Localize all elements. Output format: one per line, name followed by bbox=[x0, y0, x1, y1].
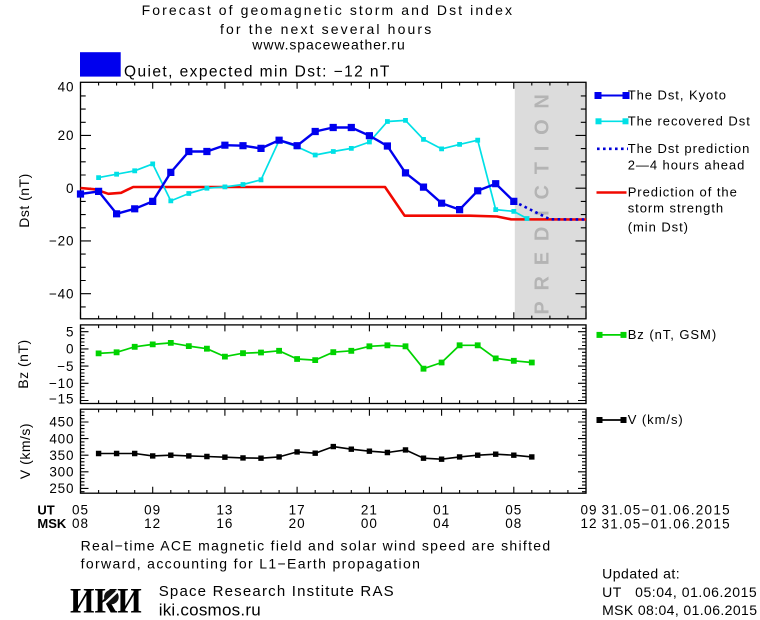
svg-text:12: 12 bbox=[580, 516, 597, 531]
svg-text:−5: −5 bbox=[57, 359, 74, 374]
svg-text:31.05−01.06.2015: 31.05−01.06.2015 bbox=[602, 503, 730, 518]
svg-text:−20: −20 bbox=[49, 234, 74, 249]
svg-text:−10: −10 bbox=[49, 376, 74, 391]
svg-text:40: 40 bbox=[58, 79, 75, 94]
svg-text:17: 17 bbox=[289, 502, 306, 517]
svg-text:V (km/s): V (km/s) bbox=[628, 412, 684, 427]
svg-text:Dst (nT): Dst (nT) bbox=[16, 173, 32, 228]
svg-text:350: 350 bbox=[49, 448, 74, 463]
svg-text:The recovered Dst: The recovered Dst bbox=[628, 114, 751, 129]
svg-text:Real−time ACE magnetic field a: Real−time ACE magnetic field and solar w… bbox=[81, 538, 551, 554]
svg-text:MSK 08:04, 01.06.2015: MSK 08:04, 01.06.2015 bbox=[602, 602, 757, 618]
svg-text:UT 05:04, 01.06.2015: UT 05:04, 01.06.2015 bbox=[602, 584, 757, 600]
svg-text:450: 450 bbox=[49, 415, 74, 430]
svg-text:16: 16 bbox=[216, 516, 233, 531]
svg-text:The Dst prediction: The Dst prediction bbox=[628, 141, 751, 156]
svg-text:31.05−01.06.2015: 31.05−01.06.2015 bbox=[602, 517, 730, 532]
svg-text:400: 400 bbox=[49, 431, 74, 446]
svg-text:www.spaceweather.ru: www.spaceweather.ru bbox=[251, 36, 404, 52]
svg-text:20: 20 bbox=[289, 516, 306, 531]
svg-text:for the next several hours: for the next several hours bbox=[220, 21, 431, 37]
svg-text:(min Dst): (min Dst) bbox=[628, 220, 689, 235]
svg-text:05: 05 bbox=[72, 502, 89, 517]
svg-text:forward, accounting for L1−Ear: forward, accounting for L1−Earth propaga… bbox=[81, 555, 420, 571]
svg-text:13: 13 bbox=[216, 502, 233, 517]
svg-text:MSK: MSK bbox=[37, 516, 67, 531]
svg-text:300: 300 bbox=[49, 465, 74, 480]
svg-text:−40: −40 bbox=[49, 286, 74, 301]
svg-text:12: 12 bbox=[144, 516, 161, 531]
svg-text:iki.cosmos.ru: iki.cosmos.ru bbox=[159, 601, 261, 620]
svg-text:PREDICTION: PREDICTION bbox=[531, 83, 553, 314]
svg-text:01: 01 bbox=[433, 502, 450, 517]
svg-text:05: 05 bbox=[505, 502, 522, 517]
svg-text:V (km/s): V (km/s) bbox=[17, 423, 33, 479]
svg-text:The Dst, Kyoto: The Dst, Kyoto bbox=[628, 88, 727, 103]
svg-text:storm strength: storm strength bbox=[628, 200, 724, 215]
svg-text:Bz (nT, GSM): Bz (nT, GSM) bbox=[628, 327, 717, 342]
svg-text:−15: −15 bbox=[49, 391, 74, 406]
svg-text:0: 0 bbox=[66, 342, 74, 357]
svg-text:Quiet, expected min Dst: −12 n: Quiet, expected min Dst: −12 nT bbox=[124, 63, 390, 80]
svg-text:250: 250 bbox=[49, 481, 74, 496]
svg-text:08: 08 bbox=[72, 516, 89, 531]
svg-text:0: 0 bbox=[66, 181, 74, 196]
svg-text:20: 20 bbox=[58, 128, 75, 143]
svg-text:21: 21 bbox=[361, 502, 378, 517]
svg-text:5: 5 bbox=[66, 324, 74, 339]
svg-text:09: 09 bbox=[580, 502, 597, 517]
svg-text:08: 08 bbox=[505, 516, 522, 531]
svg-text:Prediction of the: Prediction of the bbox=[628, 185, 738, 200]
svg-text:Updated at:: Updated at: bbox=[602, 565, 680, 581]
svg-text:00: 00 bbox=[361, 516, 378, 531]
svg-text:09: 09 bbox=[144, 502, 161, 517]
svg-text:UT: UT bbox=[37, 502, 54, 517]
svg-text:Space Research Institute RAS: Space Research Institute RAS bbox=[159, 583, 394, 600]
svg-text:04: 04 bbox=[433, 516, 450, 531]
svg-text:Bz (nT): Bz (nT) bbox=[15, 339, 31, 388]
svg-text:2—4 hours ahead: 2—4 hours ahead bbox=[628, 157, 746, 172]
